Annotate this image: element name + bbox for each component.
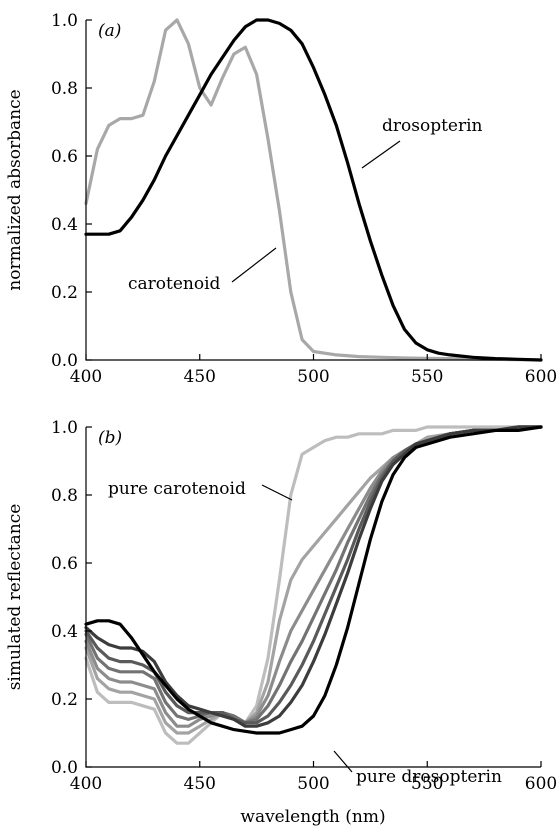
x-tick-label: 550 — [411, 774, 443, 794]
panel-b-label: (b) — [98, 428, 122, 448]
y-tick-label: 0.2 — [51, 283, 78, 303]
y-tick-label: 0.4 — [51, 215, 78, 235]
x-tick-label: 450 — [184, 774, 216, 794]
annotation-carotenoid-leader — [231, 247, 277, 283]
panel-b-y-ticks: 0.0 0.2 0.4 0.6 0.8 1.0 — [51, 418, 92, 778]
x-tick-label: 600 — [525, 774, 557, 794]
panel-b-series-line-0 — [84, 425, 543, 745]
annotation-drosopterin: drosopterin — [382, 116, 483, 136]
x-tick-label: 400 — [70, 774, 102, 794]
annotation-drosopterin-leader — [361, 140, 401, 169]
panel-b-y-axis-label: simulated reflectance — [5, 504, 25, 691]
panel-b-series-line-3 — [84, 425, 543, 725]
y-tick-label: 0.8 — [51, 486, 78, 506]
y-tick-label: 0.0 — [51, 351, 78, 371]
panel-a-y-ticks: 0.0 0.2 0.4 0.6 0.8 1.0 — [51, 11, 92, 371]
panel-a-y-axis-label: normalized absorbance — [5, 89, 25, 290]
x-tick-label: 450 — [184, 367, 216, 387]
x-tick-label: 550 — [411, 367, 443, 387]
panel-a-series-line-1 — [84, 18, 543, 362]
x-tick-label: 500 — [297, 367, 329, 387]
annotation-pure-carotenoid-leader — [261, 484, 293, 501]
panel-b-series — [84, 425, 543, 745]
y-tick-label: 1.0 — [51, 11, 78, 31]
panel-a-series — [84, 18, 543, 362]
y-tick-label: 0.0 — [51, 758, 78, 778]
y-tick-label: 0.8 — [51, 79, 78, 99]
x-axis-label: wavelength (nm) — [240, 807, 385, 827]
panel-b: 400 450 500 550 600 0.0 0.2 0.4 0.6 0.8 1.0 (b) s… — [5, 418, 557, 794]
panel-a-label: (a) — [98, 21, 121, 41]
panel-b-series-line-6 — [84, 425, 543, 735]
y-tick-label: 0.6 — [51, 147, 78, 167]
annotation-pure-drosopterin: pure drosopterin — [356, 767, 502, 787]
annotation-carotenoid: carotenoid — [128, 274, 221, 294]
panel-b-x-ticks: 400 450 500 550 600 — [70, 761, 557, 794]
panel-b-series-line-1 — [84, 425, 543, 735]
x-tick-label: 400 — [70, 367, 102, 387]
panel-a-x-ticks: 400 450 500 550 600 — [70, 354, 557, 387]
y-tick-label: 0.2 — [51, 690, 78, 710]
y-tick-label: 0.6 — [51, 554, 78, 574]
y-tick-label: 1.0 — [51, 418, 78, 438]
annotation-pure-carotenoid: pure carotenoid — [108, 479, 246, 499]
annotation-pure-drosopterin-leader — [333, 750, 353, 773]
x-tick-label: 500 — [297, 774, 329, 794]
x-tick-label: 600 — [525, 367, 557, 387]
panel-b-series-line-5 — [84, 425, 543, 728]
panel-a: 400 450 500 550 600 0.0 0.2 0.4 0.6 0.8 1.0 (a) n… — [5, 11, 557, 387]
y-tick-label: 0.4 — [51, 622, 78, 642]
